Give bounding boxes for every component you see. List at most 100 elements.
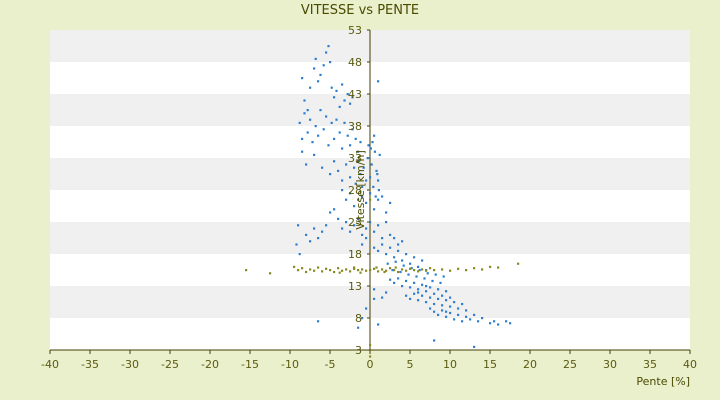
data-point <box>351 128 354 131</box>
data-point <box>343 99 346 102</box>
chart-title: VITESSE vs PENTE <box>301 3 419 18</box>
data-point <box>357 198 360 201</box>
data-point <box>369 176 372 179</box>
data-point <box>377 323 380 326</box>
data-point <box>375 169 378 172</box>
data-point <box>377 224 380 227</box>
data-point <box>335 89 338 92</box>
data-point <box>371 141 374 144</box>
data-point <box>505 320 508 323</box>
data-point <box>433 302 436 306</box>
data-point-secondary <box>517 262 520 265</box>
data-point <box>405 294 408 297</box>
data-point <box>393 256 396 259</box>
data-point-secondary <box>353 266 356 269</box>
data-point <box>330 86 333 89</box>
x-tick-label: 0 <box>367 358 374 371</box>
data-point <box>421 283 424 286</box>
data-point <box>359 141 362 144</box>
data-point <box>319 73 322 76</box>
data-point <box>354 137 357 140</box>
data-point-secondary <box>441 268 444 271</box>
data-point <box>385 221 388 224</box>
data-point <box>365 201 368 204</box>
data-point <box>409 262 412 265</box>
data-point-secondary <box>269 272 272 275</box>
data-point <box>321 230 324 233</box>
data-point <box>449 311 452 315</box>
x-tick-label: 30 <box>603 358 617 371</box>
data-point <box>425 285 428 288</box>
data-point-secondary <box>457 267 460 270</box>
data-point <box>410 267 413 270</box>
data-point-secondary <box>353 267 356 270</box>
data-point <box>341 227 344 230</box>
data-point-secondary <box>357 269 360 272</box>
data-point-secondary <box>345 268 348 271</box>
data-point <box>433 339 436 342</box>
data-point <box>389 201 392 204</box>
data-point <box>373 288 376 291</box>
data-point <box>377 249 380 252</box>
data-point <box>346 134 349 137</box>
data-point <box>386 262 389 265</box>
data-point <box>417 291 420 294</box>
data-point <box>346 93 349 96</box>
data-point <box>305 163 308 166</box>
data-point <box>338 105 341 108</box>
x-tick-label: -5 <box>325 358 336 371</box>
data-point <box>353 205 356 208</box>
data-point <box>361 195 364 198</box>
data-point <box>409 286 412 289</box>
data-point-secondary <box>369 343 372 347</box>
data-point <box>362 166 365 169</box>
x-tick-label: 20 <box>523 358 537 371</box>
data-point <box>365 307 368 310</box>
data-point <box>321 166 324 169</box>
data-point-secondary <box>297 269 300 272</box>
data-point <box>341 83 344 86</box>
data-point-secondary <box>465 269 468 272</box>
data-point <box>349 176 352 179</box>
data-point <box>301 137 304 140</box>
data-points <box>245 45 520 358</box>
data-point <box>329 61 332 64</box>
data-point-secondary <box>377 270 380 273</box>
data-point <box>437 313 440 316</box>
data-point-secondary <box>325 267 328 270</box>
data-point <box>389 278 392 281</box>
data-point-secondary <box>489 265 492 268</box>
x-tick-label: -10 <box>281 358 299 371</box>
data-point-secondary <box>309 268 312 271</box>
data-point <box>338 131 341 134</box>
data-point <box>373 297 376 300</box>
data-point <box>345 221 348 224</box>
x-tick-label: 40 <box>683 358 697 371</box>
data-point-secondary <box>338 271 341 274</box>
data-point <box>313 153 316 156</box>
y-axis-label: Vitesse [km/h] <box>354 150 367 230</box>
data-point <box>361 243 364 246</box>
data-point <box>298 121 301 124</box>
y-tick-label: 28 <box>348 184 362 197</box>
data-point <box>353 166 356 169</box>
data-point <box>303 112 306 115</box>
data-point <box>413 281 416 284</box>
data-point <box>333 160 336 163</box>
data-point <box>370 163 373 166</box>
data-point <box>333 96 336 99</box>
data-point <box>325 115 328 118</box>
x-axis-label: Pente [%] <box>636 375 690 388</box>
data-point-secondary <box>305 270 308 274</box>
data-point <box>437 288 440 291</box>
data-point-secondary <box>373 267 376 270</box>
data-point-secondary <box>369 355 372 358</box>
data-point <box>365 227 368 230</box>
data-point <box>330 121 333 124</box>
data-point <box>465 315 468 318</box>
data-point <box>469 318 472 321</box>
data-point-secondary <box>375 266 378 269</box>
data-point <box>381 237 384 240</box>
data-point <box>354 182 357 185</box>
data-point <box>405 253 408 256</box>
